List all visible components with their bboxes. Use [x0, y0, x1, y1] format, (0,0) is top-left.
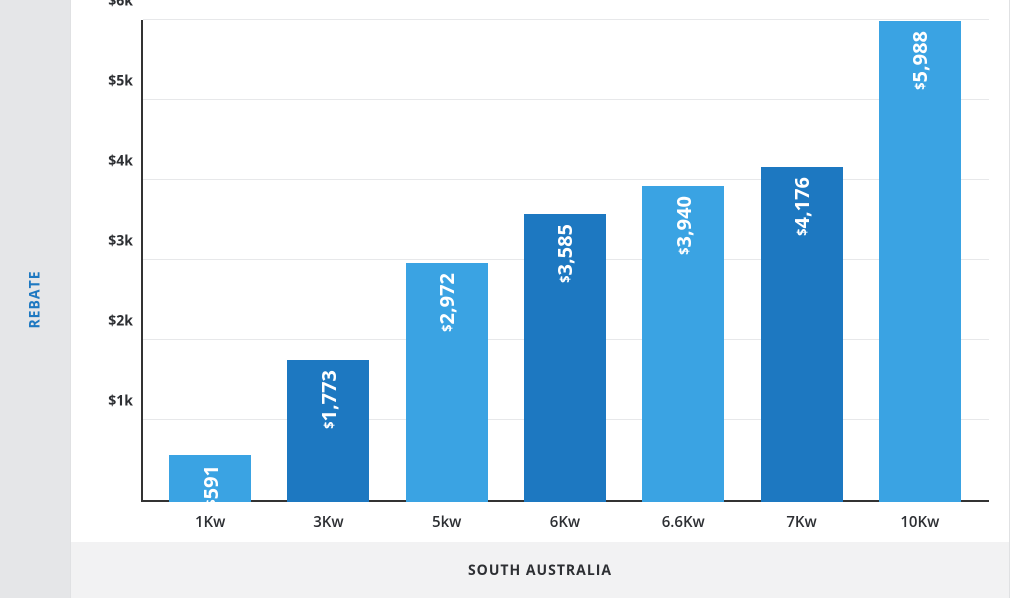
bar: $591	[169, 455, 251, 502]
bar: $3,940	[642, 186, 724, 503]
dollar-sign: $	[202, 499, 220, 506]
bar-value-label: $4,176	[788, 167, 815, 246]
y-tick-label: $2k	[73, 312, 133, 331]
bar-value-label: $1,773	[315, 360, 342, 439]
y-tick-label: $6k	[73, 0, 133, 11]
bar-slot: $3,585	[506, 20, 624, 502]
bar: $2,972	[406, 263, 488, 502]
bar-value-label: $3,585	[551, 214, 578, 293]
x-axis-label-row: SOUTH AUSTRALIA	[71, 542, 1009, 598]
x-tick-label: 7Kw	[742, 512, 860, 532]
y-tick-label: $4k	[73, 152, 133, 171]
bar: $4,176	[761, 167, 843, 502]
chart-panel: $1k$2k$3k$4k$5k$6k $591$1,773$2,972$3,58…	[70, 0, 1010, 598]
bar-value-number: 3,940	[670, 196, 697, 247]
bar-value-number: 591	[197, 465, 224, 499]
bar-slot: $3,940	[624, 20, 742, 502]
bar-slot: $5,988	[861, 20, 979, 502]
bar-value-number: 2,972	[433, 273, 460, 324]
bar-slot: $4,176	[742, 20, 860, 502]
x-tick-label: 6Kw	[506, 512, 624, 532]
y-axis-label-column: REBATE	[0, 0, 70, 598]
dollar-sign: $	[438, 325, 456, 332]
x-tick-label: 10Kw	[861, 512, 979, 532]
dollar-sign: $	[793, 228, 811, 235]
dollar-sign: $	[556, 275, 574, 282]
dollar-sign: $	[911, 82, 929, 89]
y-tick-label: $1k	[73, 392, 133, 411]
chart-container: REBATE $1k$2k$3k$4k$5k$6k $591$1,773$2,9…	[0, 0, 1010, 598]
bar-slot: $2,972	[388, 20, 506, 502]
bar-value-number: 4,176	[788, 177, 815, 228]
bar-value-label: $591	[197, 455, 224, 517]
y-tick-label: $5k	[73, 72, 133, 91]
bar-value-number: 5,988	[906, 31, 933, 82]
bar-value-number: 3,585	[551, 224, 578, 275]
bar-value-label: $5,988	[906, 21, 933, 100]
x-tick-label: 3Kw	[269, 512, 387, 532]
bar: $5,988	[879, 21, 961, 502]
bar-value-number: 1,773	[315, 370, 342, 421]
plot-area: $1k$2k$3k$4k$5k$6k $591$1,773$2,972$3,58…	[71, 0, 1009, 502]
bar-slot: $591	[151, 20, 269, 502]
y-tick-label: $3k	[73, 232, 133, 251]
y-axis-label: REBATE	[25, 270, 44, 328]
bars-area: $591$1,773$2,972$3,585$3,940$4,176$5,988	[141, 20, 989, 502]
x-tick-label: 6.6Kw	[624, 512, 742, 532]
dollar-sign: $	[320, 421, 338, 428]
x-tick-label: 5kw	[388, 512, 506, 532]
x-tick-labels: 1Kw3Kw5kw6Kw6.6Kw7Kw10Kw	[141, 502, 989, 542]
bar: $1,773	[287, 360, 369, 502]
dollar-sign: $	[675, 247, 693, 254]
bar-value-label: $3,940	[670, 186, 697, 265]
bar: $3,585	[524, 214, 606, 502]
bar-slot: $1,773	[269, 20, 387, 502]
bar-value-label: $2,972	[433, 263, 460, 342]
x-axis-label: SOUTH AUSTRALIA	[468, 561, 612, 580]
